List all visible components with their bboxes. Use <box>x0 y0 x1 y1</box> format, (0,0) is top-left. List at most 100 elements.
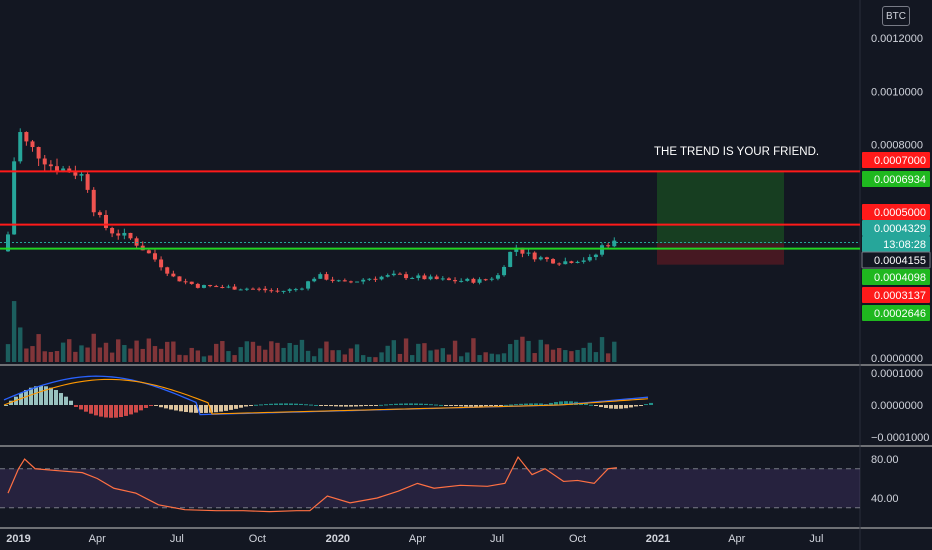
price-tick-label: 0.0012000 <box>871 33 923 45</box>
macd-histogram-bar <box>484 405 488 407</box>
volume-bar <box>360 355 366 362</box>
price-tag-label: 0.0002646 <box>874 308 926 320</box>
macd-histogram-bar <box>129 405 133 415</box>
macd-histogram-bar <box>524 403 528 405</box>
macd-histogram-bar <box>304 404 308 406</box>
volume-bar <box>501 353 507 362</box>
volume-bar <box>520 336 525 362</box>
candle-body <box>201 285 206 288</box>
candle-body <box>514 247 519 252</box>
candle-body <box>287 289 292 291</box>
volume-bar <box>122 345 127 362</box>
macd-histogram-bar <box>519 403 523 405</box>
currency-badge[interactable]: BTC <box>882 6 910 26</box>
price-tag-label: 0.0004155 <box>874 255 926 267</box>
macd-histogram-bar <box>224 405 228 411</box>
candle-body <box>36 147 41 159</box>
macd-histogram-bar <box>354 405 358 407</box>
macd-histogram-bar <box>499 405 503 406</box>
macd-histogram-bar <box>159 405 163 408</box>
time-tick-label: Apr <box>728 533 745 545</box>
candle-body <box>551 259 556 264</box>
horizontal-lines <box>0 170 860 250</box>
candle-body <box>446 278 451 281</box>
volume-bar <box>201 356 207 362</box>
risk-reward-zones <box>657 171 784 265</box>
candle-body <box>489 278 494 280</box>
macd-histogram-bar <box>79 405 83 410</box>
candle-body <box>330 279 335 281</box>
candle-body <box>495 275 500 279</box>
macd-histogram-bar <box>239 405 243 408</box>
macd-histogram-bar <box>629 405 633 408</box>
volume-bar <box>109 352 115 362</box>
macd-histogram-bar <box>194 405 198 413</box>
macd-histogram-bar <box>599 405 603 408</box>
macd-histogram-bar <box>104 405 108 418</box>
macd-histogram-bar <box>44 386 48 405</box>
macd-histogram-bar <box>369 405 373 406</box>
volume-bar <box>293 344 299 362</box>
candle-body <box>563 261 568 265</box>
candle-body <box>54 166 59 172</box>
candle-body <box>152 253 157 260</box>
volume-bar <box>305 350 311 362</box>
macd-histogram-bar <box>439 404 443 406</box>
volume-bar <box>458 356 464 362</box>
candle-body <box>110 227 115 234</box>
candle-body <box>250 288 255 290</box>
volume-bar <box>146 338 152 362</box>
macd-histogram-bar <box>179 405 183 412</box>
candle-body <box>434 276 439 280</box>
volume-bar <box>97 347 103 362</box>
macd-histogram-bar <box>379 404 383 406</box>
candle-body <box>128 232 133 239</box>
macd-histogram-bar <box>144 405 148 408</box>
candle-body <box>73 172 78 176</box>
time-tick-label: 2019 <box>6 533 30 545</box>
volume-bar <box>452 340 458 362</box>
macd-histogram-bar <box>374 405 378 406</box>
price-tag-label: 0.0005000 <box>874 207 926 219</box>
candle-body <box>281 290 286 292</box>
macd-histogram-bar <box>4 405 8 406</box>
macd-tick-label: 0.0001000 <box>871 368 923 380</box>
macd-histogram-bar <box>339 405 343 407</box>
macd-histogram-bar <box>329 405 333 407</box>
candle-body <box>587 257 592 261</box>
volume-bar <box>587 342 592 362</box>
macd-histogram-bar <box>99 405 103 417</box>
candle-body <box>581 260 586 262</box>
loss-zone <box>657 243 784 265</box>
rsi-line <box>7 455 617 513</box>
volume-bar <box>116 339 121 362</box>
macd-histogram-bar <box>494 405 498 406</box>
volume-bar <box>183 355 188 362</box>
volume-bar <box>550 349 556 362</box>
volume-bar <box>612 341 617 362</box>
volume-bar <box>11 301 17 362</box>
candle-body <box>477 279 482 283</box>
volume-bar <box>269 341 274 362</box>
candle-body <box>569 261 574 263</box>
candle-body <box>538 257 543 260</box>
volume-bar <box>165 341 170 362</box>
price-tag <box>862 305 930 321</box>
price-tag <box>861 251 931 269</box>
candle-body <box>171 273 176 277</box>
candle-body <box>195 283 200 288</box>
volume-bar <box>373 357 378 362</box>
macd-histogram-bar <box>559 401 563 405</box>
candle-body <box>214 286 219 288</box>
candle-body <box>593 254 598 258</box>
candle-body <box>336 280 341 282</box>
volume-bar <box>73 351 78 362</box>
candle-body <box>557 263 562 265</box>
candle-body <box>269 290 274 292</box>
time-tick-label: 2021 <box>646 533 670 545</box>
rsi-panel <box>0 455 860 513</box>
volume-bar <box>54 351 60 362</box>
macd-histogram-bar <box>449 405 453 406</box>
